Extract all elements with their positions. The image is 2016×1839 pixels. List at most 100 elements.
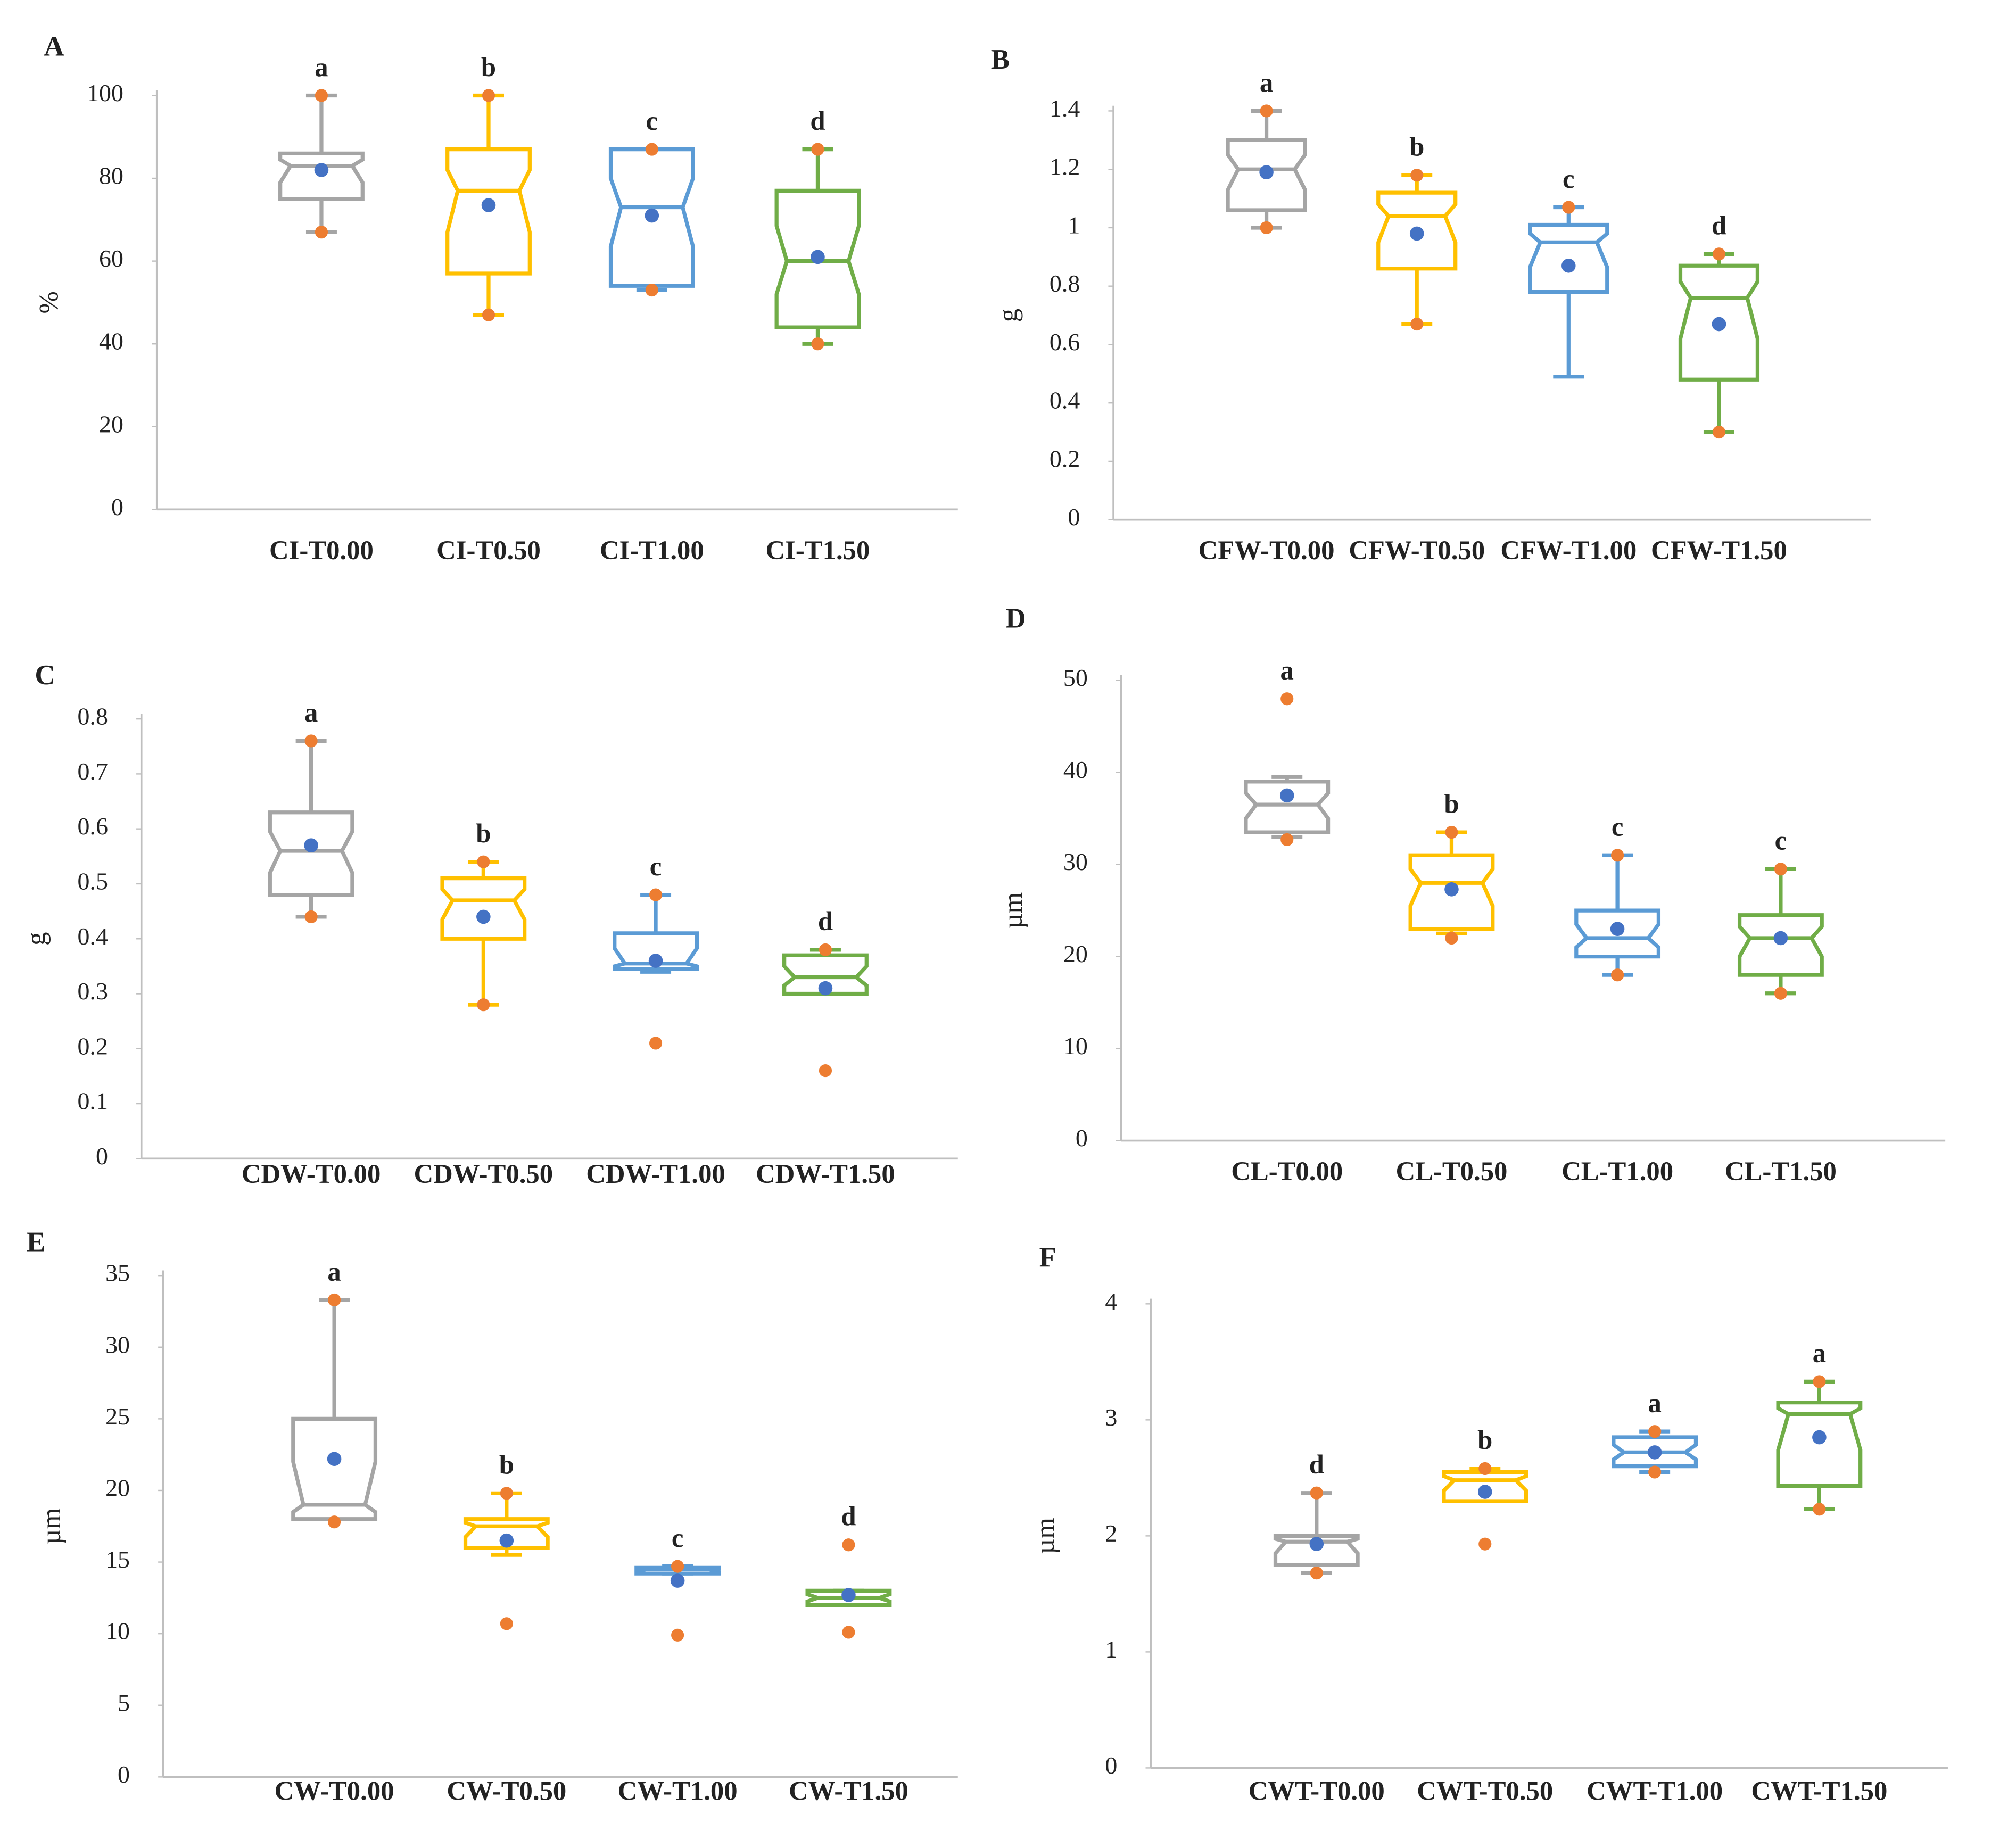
point [1478,1462,1492,1476]
point [1310,1486,1323,1500]
significance-letter: c [650,851,662,881]
point [645,283,658,297]
y-tick-label: 20 [1063,940,1088,967]
significance-letter: c [1563,164,1575,194]
mean [304,838,318,852]
y-tick-label: 0.7 [78,758,108,785]
y-tick-label: 1 [1105,1636,1117,1663]
point [482,308,495,321]
point [842,1538,855,1552]
box [782,953,869,996]
box [291,1416,378,1521]
point [304,910,318,924]
x-tick-label: CFW-T1.50 [1651,535,1787,565]
panel-label: B [991,44,1010,75]
panel-label: F [1039,1242,1056,1273]
point [819,943,832,956]
y-tick-label: 0.5 [78,867,108,894]
point [671,1560,684,1573]
significance-letter: c [1775,826,1787,856]
mean [314,163,329,177]
mean [670,1573,685,1588]
significance-letter: b [1444,789,1459,818]
y-tick-label: 5 [118,1689,130,1716]
mean [1610,922,1625,936]
x-tick-label: CW-T1.50 [789,1776,908,1805]
point [1774,863,1787,876]
y-tick-label: 0.6 [78,813,108,840]
point [842,1626,855,1639]
y-tick-label: 0.1 [78,1088,108,1115]
y-tick-label: 35 [105,1260,130,1287]
x-tick-label: CDW-T0.00 [242,1159,381,1189]
box [268,810,354,897]
x-tick-label: CI-T1.00 [600,535,704,565]
y-tick-label: 30 [1063,848,1088,875]
mean [1444,882,1459,897]
x-tick-label: CL-T0.00 [1231,1156,1343,1186]
y-tick-label: 60 [99,245,123,272]
point [819,1064,832,1078]
point [477,855,490,868]
x-tick-label: CW-T0.00 [275,1776,394,1805]
y-tick-label: 1 [1068,211,1080,238]
x-tick-label: CWT-T1.50 [1751,1776,1887,1805]
mean [327,1452,342,1467]
y-tick-label: 0.8 [78,703,108,730]
y-tick-label: 2 [1105,1520,1117,1547]
y-tick-label: 0.8 [1050,270,1080,297]
y-tick-label: 0 [96,1142,108,1170]
y-tick-label: 80 [99,162,123,189]
x-tick-label: CDW-T1.00 [586,1159,725,1189]
y-tick-label: 25 [105,1403,130,1430]
mean [841,1588,856,1602]
y-tick-label: 1.2 [1050,153,1080,180]
point [1813,1503,1826,1516]
point [1813,1375,1826,1388]
mean [1259,165,1274,179]
mean [645,208,659,223]
point [1445,931,1458,945]
y-tick-label: 0 [118,1761,130,1788]
x-tick-label: CW-T0.50 [447,1776,566,1805]
y-tick-label: 0.3 [78,978,108,1005]
box [1244,780,1331,834]
x-tick-label: CDW-T0.50 [414,1159,553,1189]
x-tick-label: CWT-T0.00 [1249,1776,1385,1805]
point [477,998,490,1012]
mean [1409,226,1424,241]
y-axis-label: g [21,932,51,946]
y-tick-label: 100 [87,79,123,106]
mean [1561,258,1576,273]
significance-letter: d [1712,211,1726,241]
point [671,1628,684,1642]
panel-label: D [1005,603,1026,634]
y-tick-label: 1.4 [1050,95,1080,122]
point [315,89,328,102]
x-tick-label: CWT-T1.00 [1587,1776,1723,1805]
point [645,143,658,156]
significance-letter: b [499,1450,514,1480]
y-tick-label: 10 [1063,1032,1088,1059]
y-tick-label: 0.2 [1050,445,1080,472]
point [1280,692,1294,706]
mean [1477,1485,1492,1499]
point [1712,425,1726,439]
point [1445,825,1458,839]
significance-letter: a [1813,1338,1826,1368]
y-tick-label: 0 [1105,1752,1117,1779]
y-tick-label: 40 [99,328,123,355]
panel-label: C [35,660,55,691]
y-tick-label: 0.4 [1050,387,1080,414]
x-tick-label: CDW-T1.50 [756,1159,895,1189]
y-tick-label: 0 [1076,1124,1088,1152]
y-axis-label: % [34,291,63,313]
significance-letter: b [1409,131,1424,161]
x-tick-label: CI-T0.50 [436,535,541,565]
x-tick-label: CI-T0.00 [269,535,374,565]
mean [499,1533,514,1548]
mean [818,981,833,996]
point [1260,104,1273,118]
significance-letter: d [841,1502,856,1531]
